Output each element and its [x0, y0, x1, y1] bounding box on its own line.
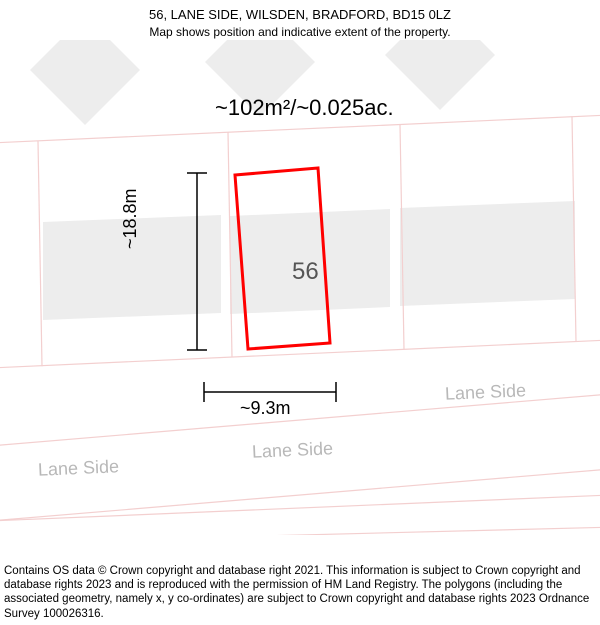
width-dim-label: ~9.3m — [240, 398, 291, 419]
street-name-label: Lane Side — [252, 438, 334, 463]
house-number-label: 56 — [292, 258, 319, 286]
street-name-label: Lane Side — [38, 456, 120, 481]
page-subtitle: Map shows position and indicative extent… — [0, 24, 600, 40]
height-dim-label: ~18.8m — [120, 188, 141, 249]
map-container: ~102m²/~0.025ac. 56 ~18.8m ~9.3m Lane Si… — [0, 40, 600, 535]
footer-copyright: Contains OS data © Crown copyright and d… — [4, 564, 596, 622]
area-label: ~102m²/~0.025ac. — [215, 95, 394, 121]
street-name-label: Lane Side — [445, 380, 527, 405]
page-title: 56, LANE SIDE, WILSDEN, BRADFORD, BD15 0… — [0, 6, 600, 24]
